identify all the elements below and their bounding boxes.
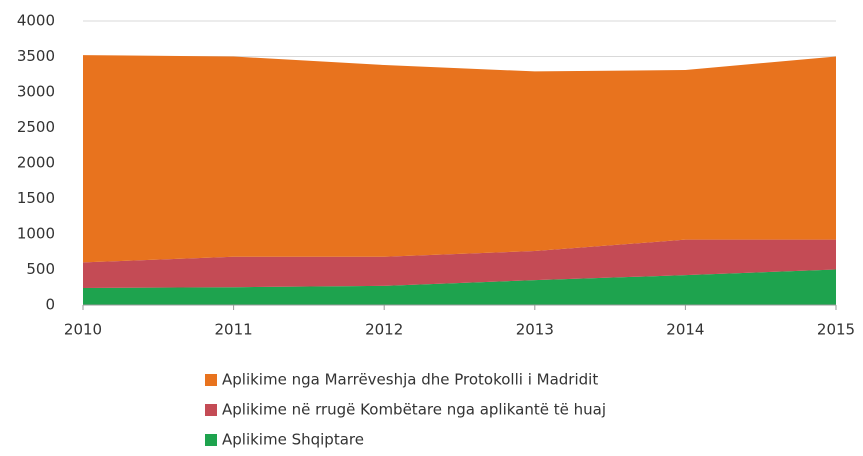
x-tick-label: 2014 [666, 321, 704, 339]
legend-swatch [205, 404, 217, 416]
y-tick-label: 4000 [17, 12, 55, 30]
area [83, 239, 836, 288]
x-tick-label: 2010 [64, 321, 102, 339]
y-tick-label: 1500 [17, 189, 55, 207]
y-tick-label: 3500 [17, 47, 55, 65]
x-tick-label: 2011 [215, 321, 253, 339]
y-tick-label: 0 [45, 296, 55, 314]
y-tick-label: 3000 [17, 83, 55, 101]
area [83, 269, 836, 305]
legend-label: Aplikime Shqiptare [222, 431, 364, 449]
x-tick-label: 2012 [365, 321, 403, 339]
y-tick-label: 2500 [17, 118, 55, 136]
area [83, 55, 836, 263]
legend-swatch [205, 374, 217, 386]
legend-swatch [205, 434, 217, 446]
y-tick-label: 1000 [17, 225, 55, 243]
legend-label: Aplikime nga Marrëveshja dhe Protokolli … [222, 371, 598, 389]
x-tick-label: 2015 [817, 321, 855, 339]
legend-label: Aplikime në rrugë Kombëtare nga aplikant… [222, 401, 606, 419]
y-tick-label: 500 [26, 260, 55, 278]
x-tick-label: 2013 [516, 321, 554, 339]
y-tick-label: 2000 [17, 154, 55, 172]
